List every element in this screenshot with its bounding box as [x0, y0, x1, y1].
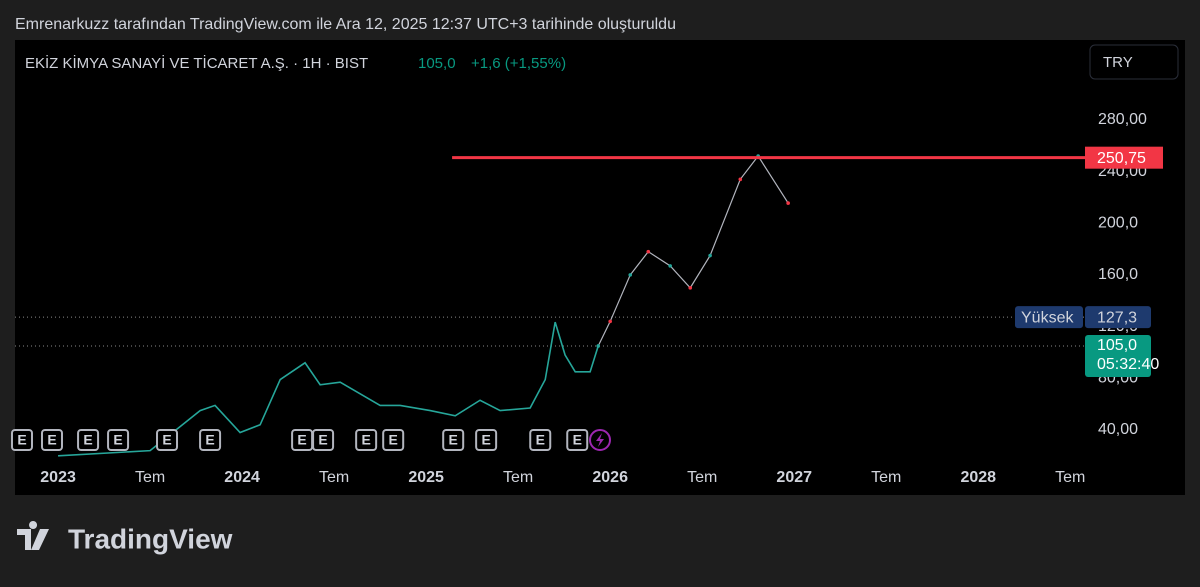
symbol-price: 105,0 [418, 55, 456, 72]
event-label: E [318, 432, 327, 448]
x-tick-label: Tem [1055, 469, 1085, 486]
event-label: E [361, 432, 370, 448]
projection-point [646, 249, 651, 254]
high-label-box [1085, 306, 1151, 329]
hline-label: 250,75 [1097, 150, 1146, 167]
x-tick-label: 2023 [40, 469, 76, 486]
projection-point [668, 264, 672, 268]
x-tick-label: Tem [687, 469, 717, 486]
projection-point [738, 177, 743, 182]
event-box [442, 429, 465, 451]
last-label-box [1085, 334, 1151, 377]
event-label: E [481, 432, 490, 448]
brand-logo [17, 521, 49, 550]
event-label: E [573, 432, 582, 448]
y-tick-label: 160,0 [1098, 266, 1138, 283]
y-tick-label: 200,0 [1098, 214, 1138, 231]
x-tick-label: Tem [319, 469, 349, 486]
event-label: E [47, 432, 56, 448]
dividend-icon [589, 429, 611, 451]
y-tick-label: 280,00 [1098, 111, 1147, 128]
projection-point [596, 344, 601, 348]
event-label: E [205, 432, 214, 448]
event-label: E [17, 432, 26, 448]
event-box [77, 429, 100, 451]
y-tick-label: 40,00 [1098, 421, 1138, 438]
last-label: 105,0 [1097, 337, 1137, 354]
x-tick-label: Tem [503, 469, 533, 486]
x-tick-label: 2027 [776, 469, 812, 486]
event-label: E [297, 432, 306, 448]
x-tick-label: 2026 [592, 469, 628, 486]
x-tick-label: Tem [871, 469, 901, 486]
projection-point [608, 319, 612, 324]
projection-point [628, 273, 633, 277]
event-label: E [389, 432, 398, 448]
hline-label-box [1085, 146, 1163, 169]
event-label: E [162, 432, 171, 448]
event-label: E [113, 432, 122, 448]
event-box [312, 429, 335, 451]
projection-point [688, 286, 693, 290]
caption: Emrenarkuzz tarafından TradingView.com i… [15, 16, 676, 33]
event-box [156, 429, 179, 451]
event-box [382, 429, 405, 451]
high-name: Yüksek [1021, 309, 1074, 326]
high-name-box [1015, 306, 1083, 329]
event-label: E [83, 432, 92, 448]
price-line [58, 321, 599, 457]
event-box [10, 429, 33, 451]
x-tick-label: 2028 [960, 469, 996, 486]
event-label: E [449, 432, 458, 448]
x-tick-label: 2025 [408, 469, 444, 486]
x-tick-label: Tem [135, 469, 165, 486]
chart-panel [15, 40, 1185, 495]
event-box [529, 429, 552, 451]
event-box [107, 429, 130, 451]
currency-label[interactable]: TRY [1103, 54, 1133, 71]
event-box [475, 429, 498, 451]
event-box [40, 429, 63, 451]
event-label: E [536, 432, 545, 448]
currency-button[interactable] [1089, 44, 1179, 80]
projection-point [786, 201, 790, 205]
brand-name: TradingView [68, 523, 233, 554]
symbol-name: EKİZ KİMYA SANAYİ VE TİCARET A.Ş. · 1H ·… [25, 54, 368, 72]
event-box [199, 429, 222, 451]
projection-line [597, 155, 789, 347]
symbol-change: +1,6 (+1,55%) [471, 55, 566, 72]
projection-point [708, 253, 712, 258]
event-box [355, 429, 378, 451]
x-tick-label: 2024 [224, 469, 260, 486]
countdown: 05:32:40 [1097, 356, 1159, 373]
event-box [566, 429, 589, 451]
high-label: 127,3 [1097, 309, 1137, 326]
